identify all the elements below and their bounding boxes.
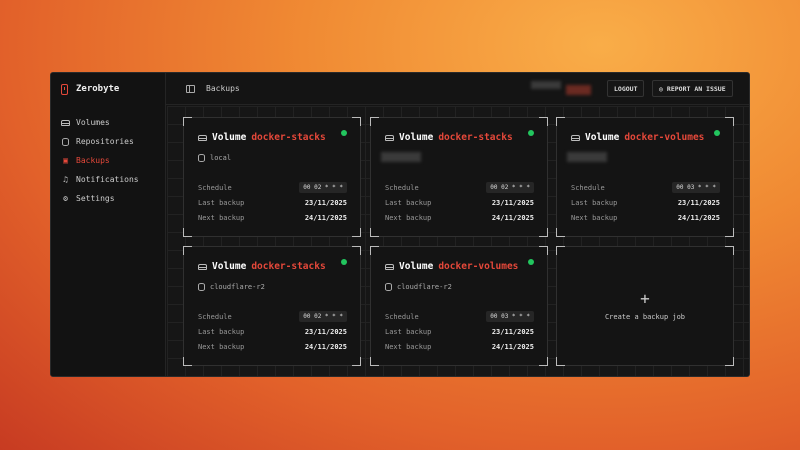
app-window: Zerobyte Volumes Repositories ▣ Backups ♫… bbox=[50, 72, 750, 377]
status-indicator bbox=[714, 130, 720, 136]
backup-job-card[interactable]: Volume docker-volumes Schedule 00 03 * * *… bbox=[556, 117, 734, 237]
status-indicator bbox=[341, 130, 347, 136]
gear-icon: ⚙ bbox=[63, 194, 68, 203]
card-title: Volume docker-volumes bbox=[571, 132, 704, 143]
volume-name: docker-volumes bbox=[438, 261, 519, 272]
redacted-repository bbox=[567, 152, 607, 162]
hard-drive-icon bbox=[385, 134, 394, 141]
card-title: Volume docker-stacks bbox=[385, 132, 513, 143]
next-backup-row: Next backup 24/11/2025 bbox=[571, 214, 720, 222]
backups-grid: Volume docker-stacks local Schedule 00 02 … bbox=[167, 106, 749, 376]
last-backup-row: Last backup 23/11/2025 bbox=[198, 199, 347, 207]
backup-job-card[interactable]: Volume docker-stacks cloudflare-r2 Schedu… bbox=[183, 246, 361, 366]
database-icon bbox=[198, 154, 205, 162]
schedule-row: Schedule 00 02 * * * bbox=[385, 182, 534, 193]
schedule-value: 00 02 * * * bbox=[299, 182, 347, 193]
status-indicator bbox=[528, 130, 534, 136]
brand[interactable]: Zerobyte bbox=[51, 73, 165, 105]
calendar-clock-icon: ▣ bbox=[63, 156, 68, 165]
next-backup-row: Next backup 24/11/2025 bbox=[385, 343, 534, 351]
status-indicator bbox=[341, 259, 347, 265]
card-title: Volume docker-stacks bbox=[198, 261, 326, 272]
report-issue-button[interactable]: ◎ REPORT AN ISSUE bbox=[652, 80, 733, 97]
schedule-row: Schedule 00 03 * * * bbox=[385, 311, 534, 322]
schedule-value: 00 02 * * * bbox=[486, 182, 534, 193]
bell-icon: ♫ bbox=[63, 175, 68, 184]
sidebar-item-backups[interactable]: ▣ Backups bbox=[51, 151, 165, 170]
schedule-row: Schedule 00 03 * * * bbox=[571, 182, 720, 193]
plus-icon: + bbox=[640, 289, 650, 308]
header: Backups LOGOUT ◎ REPORT AN ISSUE bbox=[166, 73, 749, 105]
redacted-user-badge bbox=[566, 85, 591, 95]
logo-icon bbox=[61, 83, 68, 95]
hard-drive-icon bbox=[571, 134, 580, 141]
sidebar-item-notifications[interactable]: ♫ Notifications bbox=[51, 170, 165, 189]
repository: cloudflare-r2 bbox=[198, 283, 265, 291]
redacted-repository bbox=[381, 152, 421, 162]
sidebar-item-label: Settings bbox=[76, 194, 115, 203]
sidebar-item-label: Volumes bbox=[76, 118, 110, 127]
app-name: Zerobyte bbox=[76, 84, 120, 94]
next-backup-row: Next backup 24/11/2025 bbox=[198, 214, 347, 222]
volume-name: docker-volumes bbox=[624, 132, 705, 143]
schedule-value: 00 03 * * * bbox=[672, 182, 720, 193]
schedule-row: Schedule 00 02 * * * bbox=[198, 182, 347, 193]
backup-job-card[interactable]: Volume docker-stacks local Schedule 00 02 … bbox=[183, 117, 361, 237]
redacted-user bbox=[531, 81, 561, 89]
sidebar-item-label: Backups bbox=[76, 156, 110, 165]
create-backup-job-button[interactable]: + Create a backup job bbox=[556, 246, 734, 366]
sidebar-item-label: Repositories bbox=[76, 137, 134, 146]
last-backup-row: Last backup 23/11/2025 bbox=[385, 199, 534, 207]
hard-drive-icon bbox=[61, 118, 70, 127]
last-backup-row: Last backup 23/11/2025 bbox=[198, 328, 347, 336]
last-backup-row: Last backup 23/11/2025 bbox=[385, 328, 534, 336]
database-icon bbox=[385, 283, 392, 291]
next-backup-row: Next backup 24/11/2025 bbox=[198, 343, 347, 351]
sidebar-item-volumes[interactable]: Volumes bbox=[51, 113, 165, 132]
backup-job-card[interactable]: Volume docker-volumes cloudflare-r2 Sched… bbox=[370, 246, 548, 366]
schedule-value: 00 02 * * * bbox=[299, 311, 347, 322]
card-title: Volume docker-volumes bbox=[385, 261, 518, 272]
status-indicator bbox=[528, 259, 534, 265]
database-icon bbox=[198, 283, 205, 291]
repository: cloudflare-r2 bbox=[385, 283, 452, 291]
schedule-value: 00 03 * * * bbox=[486, 311, 534, 322]
logout-button[interactable]: LOGOUT bbox=[607, 80, 645, 97]
hard-drive-icon bbox=[198, 263, 207, 270]
volume-name: docker-stacks bbox=[251, 132, 326, 143]
sidebar-item-label: Notifications bbox=[76, 175, 139, 184]
schedule-row: Schedule 00 02 * * * bbox=[198, 311, 347, 322]
card-title: Volume docker-stacks bbox=[198, 132, 326, 143]
hard-drive-icon bbox=[385, 263, 394, 270]
sidebar-toggle-icon[interactable] bbox=[186, 84, 195, 93]
database-icon bbox=[61, 137, 70, 146]
sidebar-item-settings[interactable]: ⚙ Settings bbox=[51, 189, 165, 208]
next-backup-row: Next backup 24/11/2025 bbox=[385, 214, 534, 222]
sidebar: Zerobyte Volumes Repositories ▣ Backups ♫… bbox=[51, 73, 166, 376]
repository: local bbox=[198, 154, 231, 162]
volume-name: docker-stacks bbox=[438, 132, 513, 143]
backup-job-card[interactable]: Volume docker-stacks Schedule 00 02 * * * … bbox=[370, 117, 548, 237]
sidebar-item-repositories[interactable]: Repositories bbox=[51, 132, 165, 151]
github-icon: ◎ bbox=[659, 84, 663, 93]
page-title: Backups bbox=[206, 84, 240, 93]
last-backup-row: Last backup 23/11/2025 bbox=[571, 199, 720, 207]
hard-drive-icon bbox=[198, 134, 207, 141]
volume-name: docker-stacks bbox=[251, 261, 326, 272]
